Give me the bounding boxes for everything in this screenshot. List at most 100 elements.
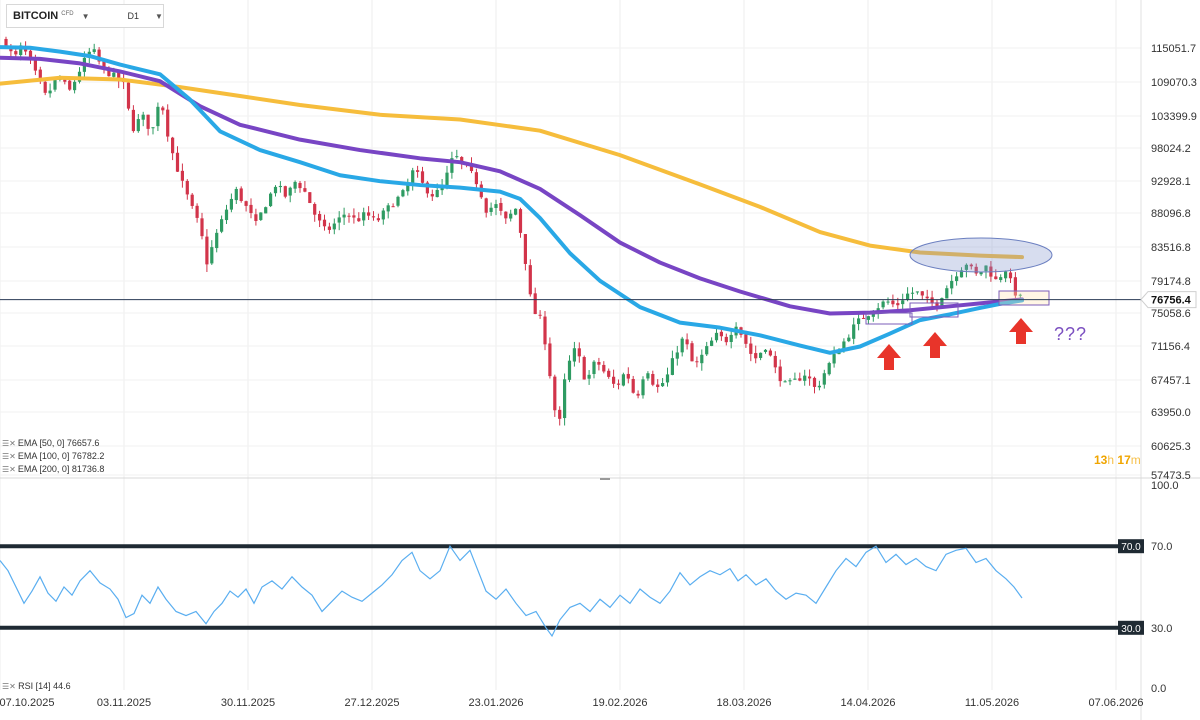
chevron-down-icon[interactable]: ▼ xyxy=(81,11,90,21)
candle-body xyxy=(700,354,704,364)
candle-body xyxy=(798,378,802,381)
candle-body xyxy=(842,341,846,352)
candle-body xyxy=(959,270,964,278)
price-tick-label: 83516.8 xyxy=(1151,242,1191,254)
candle-body xyxy=(337,217,341,223)
candle-body xyxy=(773,355,777,368)
candle-body xyxy=(28,50,33,61)
candle-body xyxy=(499,202,503,211)
candle-body xyxy=(117,72,121,82)
candle-body xyxy=(220,219,224,232)
candle-body xyxy=(200,218,204,237)
candle-body xyxy=(293,181,297,189)
candle-body xyxy=(553,376,557,411)
legend-ema50[interactable]: ☰✕ EMA [50, 0] 76657.6 xyxy=(2,438,99,448)
current-price-box xyxy=(1140,291,1197,309)
candle-body xyxy=(881,301,885,308)
chevron-down-icon[interactable]: ▼ xyxy=(155,11,163,21)
candle-body xyxy=(102,60,106,68)
candle-body xyxy=(68,80,72,90)
candle-body xyxy=(925,296,929,299)
candle-body xyxy=(616,383,621,385)
candle-body xyxy=(778,366,782,382)
candle-body xyxy=(313,203,317,215)
candle-body xyxy=(347,215,351,217)
candle-body xyxy=(558,409,562,419)
candle-body xyxy=(450,158,454,173)
candle-body xyxy=(964,264,968,270)
price-tick-label: 79174.8 xyxy=(1151,276,1191,288)
ema50-line xyxy=(0,45,1024,355)
legend-ema100[interactable]: ☰✕ EMA [100, 0] 76782.2 xyxy=(2,451,104,461)
legend-rsi[interactable]: ☰✕ RSI [14] 44.6 xyxy=(2,681,71,691)
candle-body xyxy=(460,157,464,163)
candle-body xyxy=(131,109,135,132)
candle-body xyxy=(494,204,498,209)
candle-body xyxy=(63,79,67,82)
candle-body xyxy=(254,214,258,221)
candle-body xyxy=(234,188,238,201)
candle-body xyxy=(646,373,650,379)
support-box-2 xyxy=(909,302,959,318)
candle-body xyxy=(303,188,307,192)
candle-body xyxy=(259,212,263,220)
settings-icon[interactable]: ☰✕ xyxy=(2,452,16,461)
candle-body xyxy=(151,127,155,129)
candle-body xyxy=(621,374,625,386)
candle-body xyxy=(215,232,219,249)
candle-body xyxy=(19,45,23,56)
candle-body xyxy=(474,172,478,185)
timer-hours-unit: h xyxy=(1107,453,1115,467)
candle-body xyxy=(396,196,400,206)
candle-body xyxy=(367,212,371,216)
timer-minutes: 17 xyxy=(1117,453,1131,467)
candle-body xyxy=(264,207,268,214)
candle-body xyxy=(141,114,145,120)
candle-body xyxy=(979,271,983,275)
candle-body xyxy=(210,247,214,264)
candle-body xyxy=(592,361,596,375)
annotations xyxy=(865,237,1053,370)
settings-icon[interactable]: ☰✕ xyxy=(2,682,19,691)
candle-body xyxy=(994,276,998,280)
rsi-line xyxy=(0,544,1023,638)
candle-body xyxy=(386,205,390,212)
candle-body xyxy=(803,375,807,381)
legend-ema200[interactable]: ☰✕ EMA [200, 0] 81736.8 xyxy=(2,464,104,474)
rsi-tick-label: 70.0 xyxy=(1151,541,1172,553)
candle-body xyxy=(205,236,209,265)
candle-body xyxy=(984,265,988,272)
price-tick-label: 98024.2 xyxy=(1151,143,1191,155)
ema100-line xyxy=(0,55,1024,316)
candle-body xyxy=(665,374,670,383)
current-price-label: 76756.4 xyxy=(1151,295,1192,307)
candle-body xyxy=(352,215,356,218)
candles xyxy=(4,36,1022,426)
legend-rsi-text: RSI [14] 44.6 xyxy=(18,681,71,691)
candle-body xyxy=(435,189,439,198)
candle-body xyxy=(974,266,978,274)
candle-body xyxy=(283,186,287,197)
timeframe-label[interactable]: D1 xyxy=(127,11,140,21)
candle-body xyxy=(406,184,410,192)
price-tick-label: 109070.3 xyxy=(1151,77,1197,89)
candle-timer: 13h 17m xyxy=(1094,453,1141,467)
time-tick-label: 23.01.2026 xyxy=(468,697,523,709)
candle-body xyxy=(915,291,919,293)
symbol-selector[interactable]: BITCOIN CFD ▼ D1 ▼ xyxy=(6,4,164,28)
candle-body xyxy=(38,69,42,82)
legend-ema100-text: EMA [100, 0] 76782.2 xyxy=(17,451,105,461)
candle-body xyxy=(1008,272,1013,279)
candle-body xyxy=(33,59,37,71)
candle-body xyxy=(744,334,748,344)
symbol-name: BITCOIN xyxy=(13,10,59,22)
symbol-tag: CFD xyxy=(61,11,74,17)
candle-body xyxy=(817,385,821,388)
candle-body xyxy=(808,376,812,379)
settings-icon[interactable]: ☰✕ xyxy=(2,465,16,474)
candle-body xyxy=(298,182,302,189)
settings-icon[interactable]: ☰✕ xyxy=(2,439,16,448)
ema-lines xyxy=(0,45,1024,355)
candle-body xyxy=(906,293,910,300)
